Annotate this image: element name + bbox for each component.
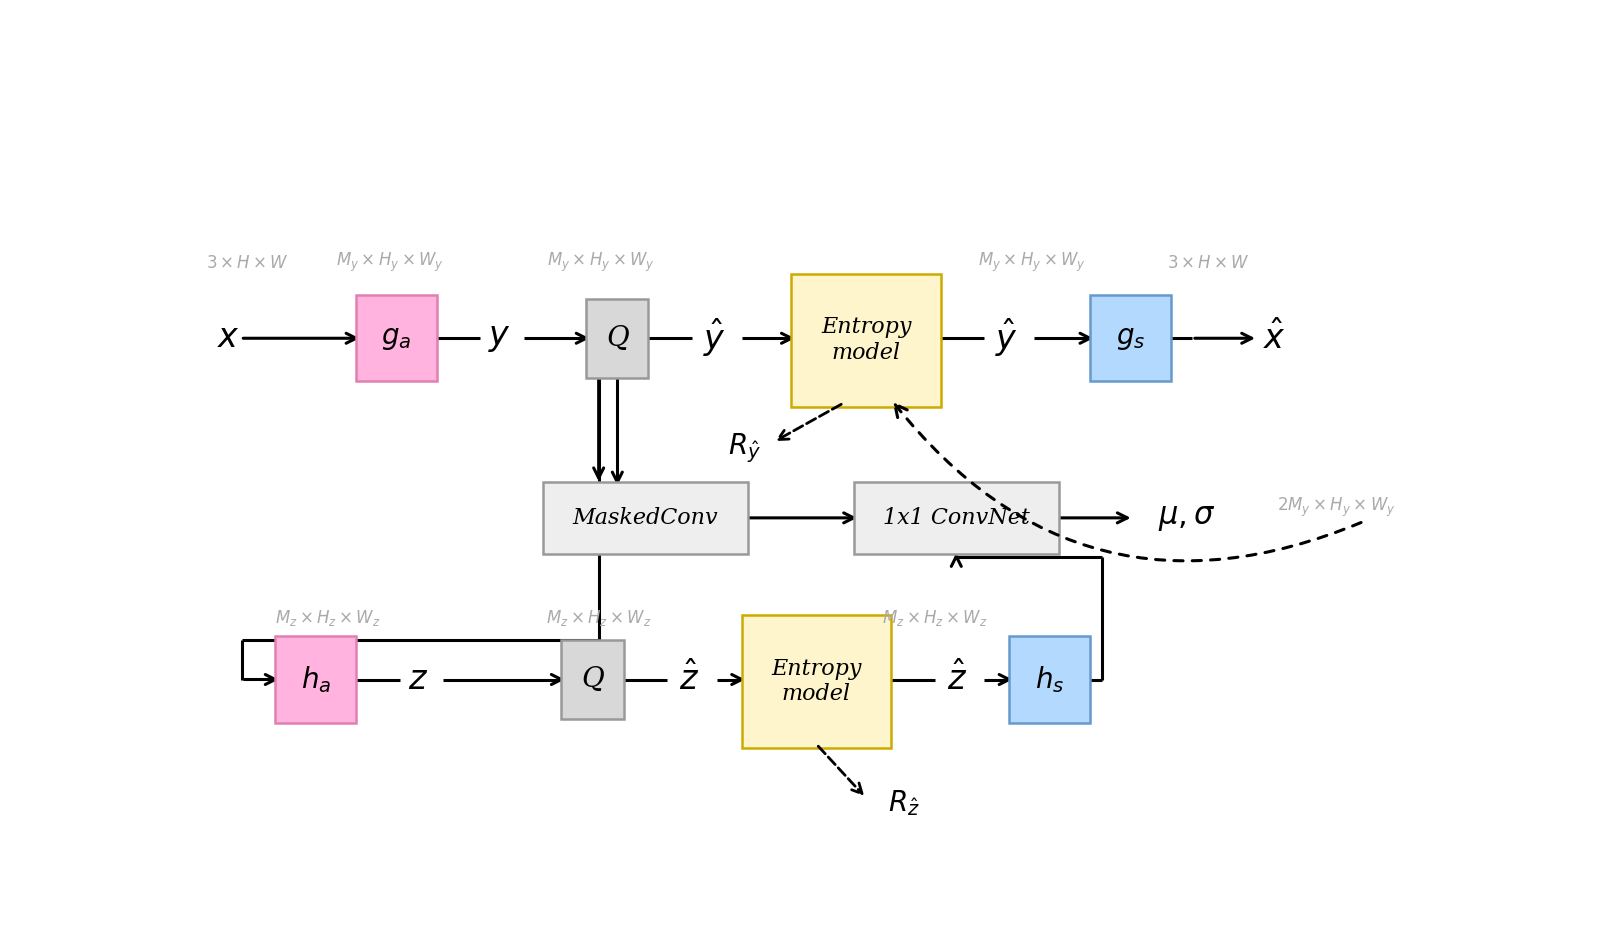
Text: $\mu, \sigma$: $\mu, \sigma$: [1159, 502, 1217, 534]
Text: Q: Q: [581, 666, 603, 693]
FancyBboxPatch shape: [586, 299, 648, 378]
Text: $z$: $z$: [408, 663, 429, 695]
FancyBboxPatch shape: [562, 640, 623, 719]
Text: $3 \times H \times W$: $3 \times H \times W$: [1167, 254, 1250, 272]
Text: $g_a$: $g_a$: [382, 325, 411, 352]
FancyBboxPatch shape: [1010, 636, 1090, 722]
Text: $2M_y \times H_y \times W_y$: $2M_y \times H_y \times W_y$: [1276, 495, 1395, 519]
Text: $\hat{z}$: $\hat{z}$: [947, 661, 966, 697]
Text: $M_y \times H_y \times W_y$: $M_y \times H_y \times W_y$: [547, 251, 655, 274]
Text: $M_y \times H_y \times W_y$: $M_y \times H_y \times W_y$: [977, 251, 1085, 274]
FancyArrowPatch shape: [896, 404, 1361, 561]
Text: $g_s$: $g_s$: [1115, 325, 1144, 352]
Text: $R_{\hat{z}}$: $R_{\hat{z}}$: [889, 788, 920, 818]
Text: Q: Q: [607, 325, 629, 352]
FancyBboxPatch shape: [276, 636, 356, 722]
Text: $\hat{y}$: $\hat{y}$: [703, 317, 725, 359]
FancyBboxPatch shape: [742, 615, 891, 747]
Text: $\hat{y}$: $\hat{y}$: [995, 317, 1018, 359]
Text: $3 \times H \times W$: $3 \times H \times W$: [207, 254, 289, 272]
Text: $M_z \times H_z \times W_z$: $M_z \times H_z \times W_z$: [546, 608, 652, 629]
Text: MaskedConv: MaskedConv: [573, 507, 717, 529]
Text: $R_{\hat{y}}$: $R_{\hat{y}}$: [727, 431, 761, 465]
Text: $M_z \times H_z \times W_z$: $M_z \times H_z \times W_z$: [881, 608, 987, 629]
FancyBboxPatch shape: [356, 295, 437, 382]
Text: $\hat{z}$: $\hat{z}$: [679, 661, 700, 697]
Text: $h_s$: $h_s$: [1035, 664, 1064, 695]
FancyBboxPatch shape: [854, 482, 1059, 554]
Text: $M_z \times H_z \times W_z$: $M_z \times H_z \times W_z$: [274, 608, 380, 629]
Text: Entropy
model: Entropy model: [820, 316, 912, 364]
Text: $h_a$: $h_a$: [300, 664, 331, 695]
FancyBboxPatch shape: [1090, 295, 1172, 382]
FancyBboxPatch shape: [542, 482, 748, 554]
Text: $y$: $y$: [488, 322, 510, 355]
Text: $\hat{x}$: $\hat{x}$: [1263, 321, 1286, 355]
Text: 1x1 ConvNet: 1x1 ConvNet: [883, 507, 1030, 529]
Text: Entropy
model: Entropy model: [770, 658, 862, 705]
FancyBboxPatch shape: [791, 273, 941, 407]
Text: $x$: $x$: [217, 322, 239, 355]
Text: $M_y \times H_y \times W_y$: $M_y \times H_y \times W_y$: [335, 251, 443, 274]
